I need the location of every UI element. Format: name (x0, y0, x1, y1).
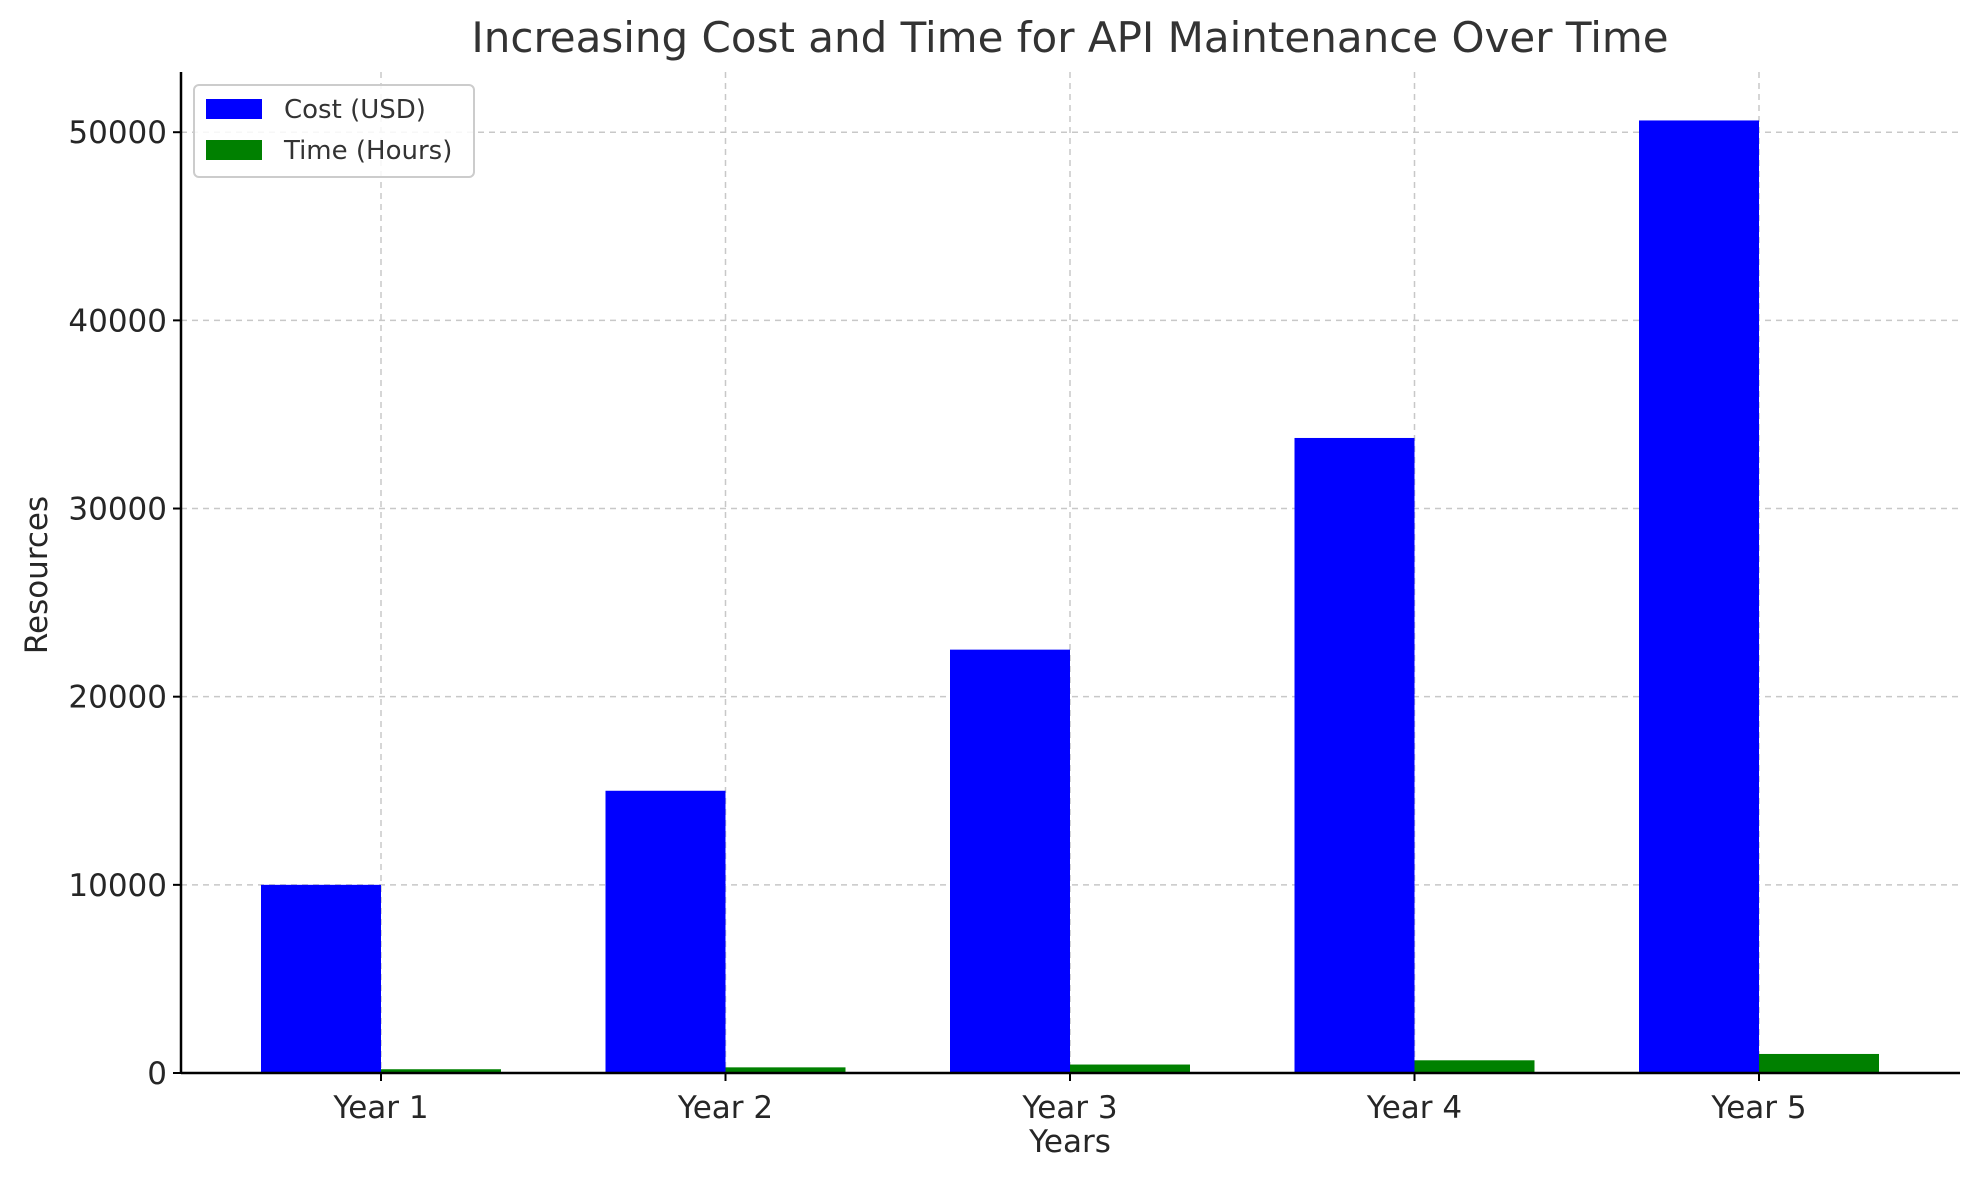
chart-title: Increasing Cost and Time for API Mainten… (471, 13, 1668, 62)
bar-time-3 (1070, 1064, 1190, 1073)
bar-time-5 (1759, 1053, 1879, 1073)
bar-time-1 (381, 1069, 501, 1073)
bar-cost-5 (1639, 120, 1759, 1073)
y-tick-label: 0 (147, 1056, 167, 1092)
y-tick-label: 40000 (68, 303, 167, 339)
bars (261, 120, 1879, 1073)
legend: Cost (USD) Time (Hours) (193, 84, 475, 178)
legend-label-cost: Cost (USD) (284, 95, 426, 125)
bar-time-4 (1414, 1060, 1535, 1073)
bar-cost-3 (950, 649, 1070, 1073)
tick-labels: 0 10000 20000 30000 40000 50000 Year 1 Year 2 Ye… (68, 115, 1806, 1126)
x-tick-label: Year 1 (332, 1090, 428, 1126)
bar-cost-4 (1294, 437, 1415, 1073)
bar-time-2 (725, 1067, 846, 1073)
bar-cost-2 (605, 790, 726, 1073)
bar-cost-1 (261, 884, 381, 1073)
x-tick-label: Year 2 (677, 1090, 773, 1126)
legend-swatch-time (206, 140, 262, 160)
x-tick-label: Year 5 (1710, 1090, 1806, 1126)
y-axis-label: Resources (19, 496, 55, 654)
y-tick-label: 20000 (68, 680, 167, 716)
legend-label-time: Time (Hours) (283, 136, 452, 166)
x-axis-label: Years (1028, 1124, 1111, 1160)
y-tick-label: 30000 (68, 492, 167, 528)
legend-box (193, 84, 475, 178)
y-tick-label: 50000 (68, 115, 167, 151)
x-tick-label: Year 4 (1366, 1090, 1462, 1126)
axes (173, 72, 1960, 1081)
legend-swatch-cost (206, 99, 262, 119)
y-tick-label: 10000 (68, 868, 167, 904)
x-tick-label: Year 3 (1021, 1090, 1117, 1126)
